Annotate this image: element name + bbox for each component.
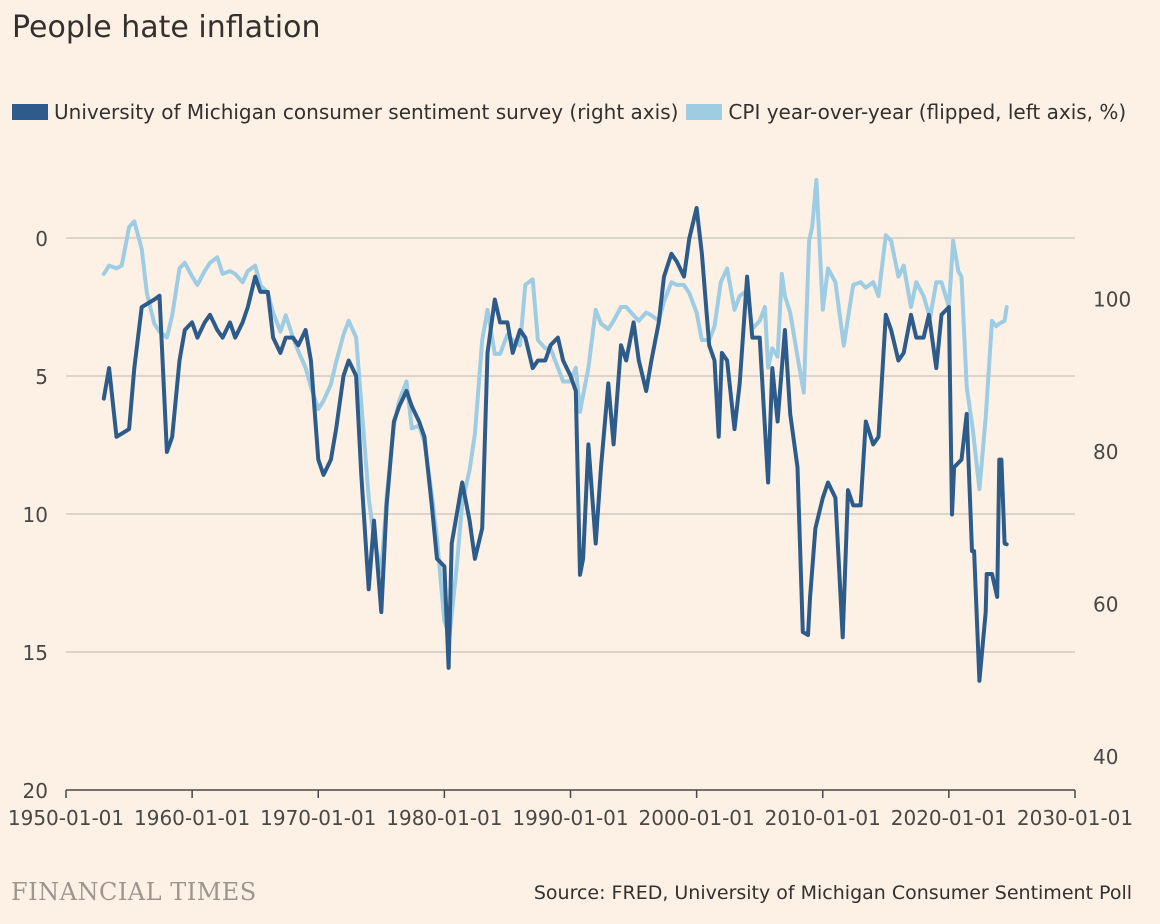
left-tick-label: 10 <box>23 503 48 527</box>
x-axis: 1950-01-01 1960-01-01 1970-01-01 1980-01-01… <box>8 789 1133 830</box>
chart-title: People hate inflation <box>12 10 321 45</box>
right-tick-label: 60 <box>1093 593 1118 617</box>
right-tick-label: 40 <box>1093 745 1118 769</box>
left-axis: 0 5 10 15 20 <box>23 227 48 803</box>
left-tick-label: 5 <box>35 365 48 389</box>
x-tick-label: 2010-01-01 <box>765 806 881 830</box>
x-tick-label: 1980-01-01 <box>386 806 502 830</box>
x-tick-label: 1970-01-01 <box>260 806 376 830</box>
x-tick-label: 2000-01-01 <box>639 806 755 830</box>
series-line-cpi <box>101 178 1009 638</box>
legend-label-cpi: CPI year-over-year (flipped, left axis, … <box>728 100 1127 124</box>
ft-logo: FINANCIAL TIMES <box>11 878 257 906</box>
right-axis: 40 60 80 100 <box>1093 288 1131 770</box>
x-tick-label: 1960-01-01 <box>134 806 250 830</box>
right-tick-label: 80 <box>1093 440 1118 464</box>
legend-swatch-sentiment <box>12 104 48 120</box>
series-layer <box>101 178 1009 683</box>
legend-item-sentiment: University of Michigan consumer sentimen… <box>12 100 678 124</box>
left-tick-label: 20 <box>23 779 48 803</box>
legend-item-cpi: CPI year-over-year (flipped, left axis, … <box>686 100 1126 124</box>
x-tick-label: 2020-01-01 <box>891 806 1007 830</box>
left-tick-label: 15 <box>23 641 48 665</box>
x-tick-label: 1990-01-01 <box>512 806 628 830</box>
left-tick-label: 0 <box>35 227 48 251</box>
x-tick-label: 2030-01-01 <box>1017 806 1133 830</box>
x-tick-label: 1950-01-01 <box>8 806 124 830</box>
legend-swatch-cpi <box>686 104 723 120</box>
legend: University of Michigan consumer sentimen… <box>12 100 1134 124</box>
legend-label-sentiment: University of Michigan consumer sentimen… <box>54 100 679 124</box>
source-note: Source: FRED, University of Michigan Con… <box>533 882 1132 904</box>
series-line-sentiment <box>101 206 1009 683</box>
right-tick-label: 100 <box>1093 288 1131 312</box>
